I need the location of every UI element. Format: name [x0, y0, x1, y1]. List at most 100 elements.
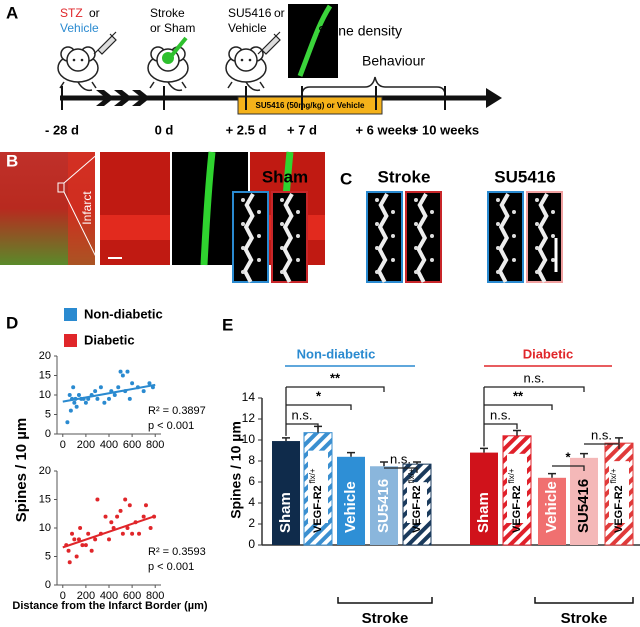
scatter-point: [109, 520, 114, 525]
y-tick-label: 15: [39, 369, 51, 381]
spine: [512, 234, 516, 238]
scatter-point: [107, 537, 111, 542]
label-or: or: [89, 6, 100, 20]
y-tick-label: 10: [242, 432, 256, 446]
spine-image: [271, 191, 308, 283]
x-tick-label: 200: [77, 590, 95, 602]
error-bar: [513, 429, 521, 436]
spine: [296, 258, 300, 262]
scatter-point: [116, 385, 121, 390]
scatter-point: [107, 396, 111, 401]
bar-label-superscript: flx/+: [407, 468, 416, 483]
legend-label: Diabetic: [84, 332, 135, 347]
bar-label: VEGF-R2: [411, 485, 423, 533]
y-tick-label: 14: [242, 390, 256, 404]
treatment-label: SU5416 (50mg/kg) or Vehicle: [256, 101, 365, 110]
spine: [257, 234, 261, 238]
panel-label: B: [6, 151, 18, 170]
x-tick-label: 0: [60, 590, 66, 602]
bar-label: VEGF-R2: [511, 485, 523, 533]
scatter-point: [76, 537, 81, 542]
significance-bracket: [484, 386, 585, 392]
bar: [570, 457, 598, 545]
scatter-point: [67, 393, 72, 397]
stroke-label: Stroke: [561, 610, 608, 627]
x-tick-label: 0: [60, 439, 66, 451]
bar: [370, 466, 398, 545]
label-band: [609, 461, 629, 523]
error-bar: [548, 472, 556, 478]
annotation: R² = 0.3593: [148, 546, 206, 558]
legend-swatch: [64, 334, 77, 347]
panel-label: C: [340, 169, 352, 188]
dendrite: [281, 193, 294, 283]
x-tick-label: 800: [146, 590, 164, 602]
scatter-point: [70, 531, 75, 536]
scatter-point: [120, 531, 125, 536]
error-bar: [380, 461, 388, 467]
label-vehicle: Vehicle: [60, 21, 99, 35]
error-bar: [580, 452, 588, 458]
injection-spot: [162, 52, 174, 64]
scatter-point: [143, 503, 148, 508]
bar-label: SU5416: [575, 479, 592, 533]
spine: [496, 222, 500, 226]
y-tick-label: 10: [39, 522, 51, 534]
y-tick-label: 0: [45, 579, 51, 591]
scatter-point: [95, 497, 100, 502]
dendrite: [242, 193, 255, 283]
bar: [538, 477, 566, 545]
label-or-sham: or Sham: [150, 21, 195, 35]
panel-label: E: [222, 315, 233, 334]
spine: [430, 258, 434, 262]
timepoint-label: + 2.5 d: [226, 122, 267, 137]
spine: [257, 258, 261, 262]
scatter-point: [66, 548, 71, 553]
spine: [241, 198, 245, 202]
scatter-point: [112, 393, 117, 397]
brace: [301, 76, 446, 96]
legend-swatch: [64, 308, 77, 321]
bar-label: Sham: [277, 492, 294, 533]
label-behaviour: Behaviour: [362, 53, 425, 69]
x-tick-label: 600: [123, 439, 141, 451]
scatter-point: [74, 404, 79, 409]
label-stz: STZ: [60, 6, 83, 20]
scatter-point: [130, 381, 135, 386]
timepoint-label: + 7 d: [287, 122, 317, 137]
y-tick-label: 0: [248, 537, 255, 551]
spine: [280, 222, 284, 226]
label-stroke: Stroke: [150, 6, 185, 20]
label-su-vehicle: Vehicle: [228, 21, 267, 35]
x-tick-label: 200: [77, 439, 95, 451]
infarct-label: Infarct: [80, 191, 94, 225]
scatter-point: [89, 548, 94, 553]
spine: [496, 270, 500, 274]
spine: [375, 222, 379, 226]
scatter-point: [115, 514, 120, 519]
significance-bracket: [286, 386, 385, 392]
dendrite: [536, 193, 549, 283]
scatter-point: [72, 537, 77, 542]
bar-label: SU5416: [375, 479, 392, 533]
syringe: [257, 31, 281, 55]
scatter-point: [137, 531, 142, 536]
spine: [375, 246, 379, 250]
bar-label-superscript: flx/+: [308, 468, 317, 483]
y-tick-label: 0: [45, 428, 51, 440]
label-su: SU5416: [228, 6, 272, 20]
significance-label: n.s.: [390, 451, 411, 466]
dendrite: [297, 4, 333, 77]
significance-bracket: [584, 443, 620, 449]
scatter-point: [102, 400, 107, 405]
micrograph-red: [100, 152, 170, 265]
spine: [535, 270, 539, 274]
scatter-point: [93, 537, 98, 542]
y-tick-label: 8: [248, 453, 255, 467]
bar-label: Vehicle: [342, 481, 359, 533]
x-tick-label: 400: [100, 439, 118, 451]
scatter-point: [125, 369, 130, 374]
significance-label: *: [316, 388, 322, 403]
spine: [535, 198, 539, 202]
mouse: [225, 46, 267, 92]
